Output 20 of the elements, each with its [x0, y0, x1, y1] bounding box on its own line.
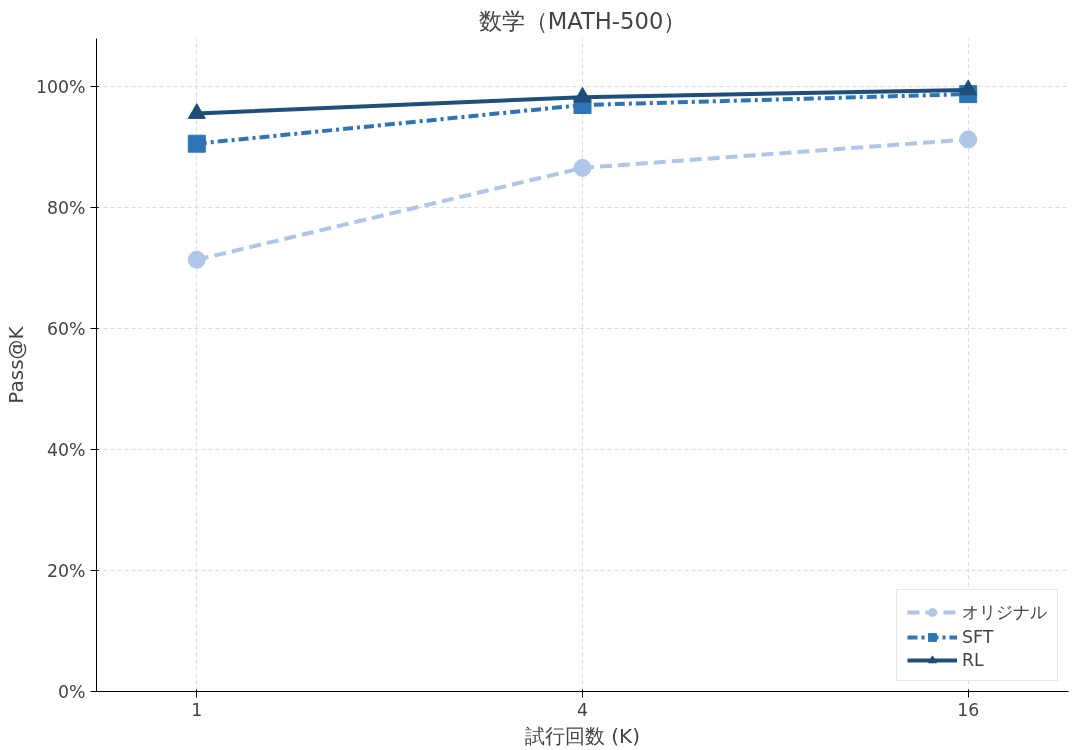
x-tick-label: 1 [191, 699, 203, 720]
point [573, 158, 592, 177]
chart-title: 数学（MATH-500） [478, 7, 687, 34]
x-axis-title: 試行回数 (K) [524, 723, 641, 748]
legend-label: オリジナル [962, 601, 1047, 624]
legend-label: SFT [962, 627, 994, 647]
legend-label: RL [962, 650, 984, 670]
y-tick-label: 80% [46, 197, 86, 218]
point [959, 130, 978, 149]
point [187, 134, 206, 153]
y-axis-title: Pass@K [3, 325, 28, 404]
x-tick-label: 16 [957, 699, 980, 720]
point [187, 250, 206, 269]
y-tick-label: 20% [46, 560, 86, 581]
y-tick-label: 60% [46, 318, 86, 339]
y-tick-label: 0% [58, 681, 86, 702]
point [959, 79, 978, 96]
y-tick-label: 40% [46, 439, 86, 460]
x-tick-label: 4 [576, 699, 589, 720]
y-tick-label: 100% [35, 76, 86, 97]
